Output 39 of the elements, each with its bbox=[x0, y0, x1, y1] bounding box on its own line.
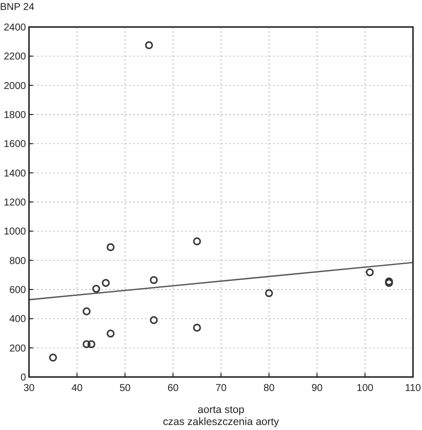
x-tick-label: 70 bbox=[215, 383, 227, 394]
x-tick-label: 110 bbox=[405, 383, 422, 394]
point bbox=[102, 278, 110, 287]
y-tick-label: 2200 bbox=[4, 52, 26, 63]
point bbox=[145, 41, 153, 50]
y-tick-label: 1200 bbox=[4, 198, 26, 208]
y-tick-label: 1600 bbox=[4, 139, 26, 150]
y-tick-label: 800 bbox=[9, 256, 26, 267]
point bbox=[150, 276, 158, 284]
x-tick-label: 100 bbox=[356, 383, 374, 394]
point bbox=[265, 289, 273, 298]
point bbox=[193, 237, 201, 246]
y-axis-title: BNP 24 bbox=[0, 2, 35, 13]
y-tick-label: 1400 bbox=[4, 168, 26, 180]
y-tick-label: 0 bbox=[20, 372, 26, 384]
point bbox=[82, 307, 91, 316]
x-tick-label: 80 bbox=[263, 383, 275, 394]
y-tick-label: 2000 bbox=[4, 80, 26, 92]
x-axis-title: aorta stop czas zakleszczenia aorty bbox=[162, 404, 280, 428]
y-tick-label: 200 bbox=[9, 343, 26, 354]
point bbox=[92, 284, 100, 293]
point bbox=[82, 340, 91, 348]
point bbox=[193, 324, 201, 332]
y-tick-label: 600 bbox=[9, 285, 26, 296]
point bbox=[87, 340, 96, 348]
x-tick-label: 30 bbox=[23, 383, 35, 394]
x-tick-label: 60 bbox=[167, 383, 179, 394]
point bbox=[106, 330, 115, 338]
point bbox=[366, 268, 374, 276]
y-tick-label: 1000 bbox=[4, 226, 26, 238]
point bbox=[49, 354, 57, 362]
y-tick-label: 400 bbox=[9, 314, 26, 326]
x-tick-label: 40 bbox=[71, 383, 83, 394]
y-tick-label: 1800 bbox=[4, 110, 26, 121]
point bbox=[150, 316, 158, 324]
x-tick-label: 90 bbox=[311, 383, 323, 394]
y-tick-label: 2400 bbox=[4, 22, 26, 34]
x-tick-label: 50 bbox=[119, 383, 131, 394]
point bbox=[106, 243, 115, 252]
